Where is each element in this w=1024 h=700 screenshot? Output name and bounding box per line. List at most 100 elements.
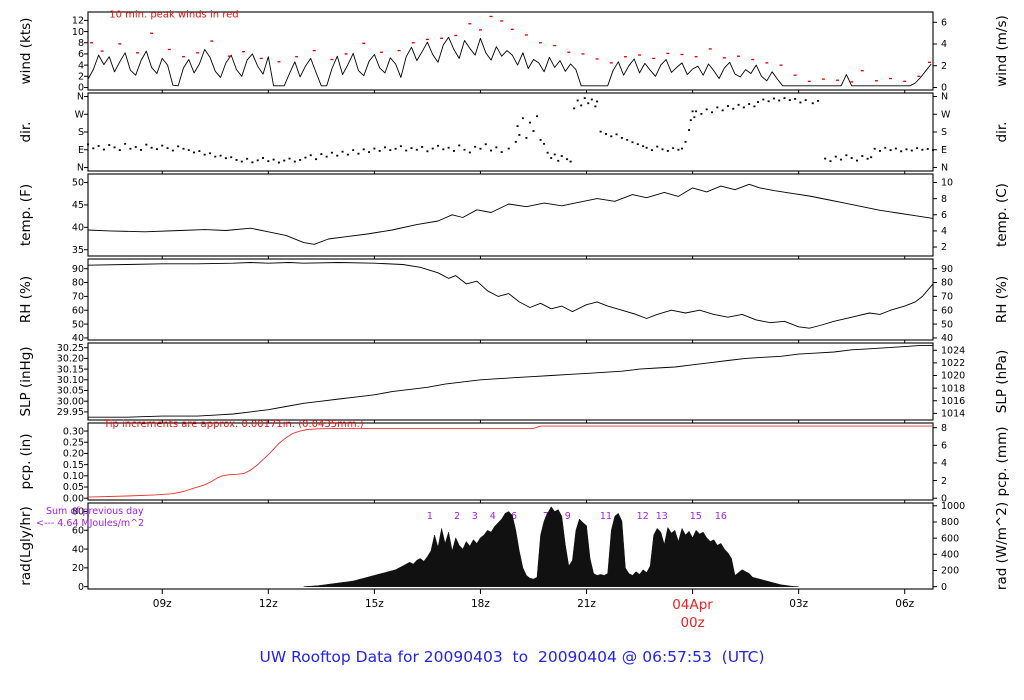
panel-frame bbox=[87, 92, 934, 172]
dir-dot bbox=[293, 160, 296, 163]
dir-dot bbox=[108, 144, 111, 146]
dir-dot bbox=[516, 125, 519, 127]
dir-dot bbox=[452, 150, 455, 152]
dir-dot bbox=[525, 137, 528, 139]
y-tick-label-left: 30.00 bbox=[57, 396, 84, 407]
dir-dot bbox=[716, 106, 719, 109]
x-tick-label: 21z bbox=[577, 598, 596, 610]
y-tick-label-right: 1000 bbox=[941, 501, 965, 512]
dir-dot bbox=[656, 145, 659, 148]
dir-dot bbox=[546, 151, 549, 154]
y-tick-label-right: N bbox=[941, 163, 948, 174]
dir-dot bbox=[410, 147, 413, 150]
dir-dot bbox=[309, 154, 312, 157]
y-tick-label-right: 4 bbox=[941, 226, 947, 237]
dir-dot bbox=[772, 97, 775, 100]
wind-dot bbox=[917, 75, 921, 77]
y-tick-label-right: 10 bbox=[941, 178, 953, 189]
dir-dot bbox=[219, 154, 222, 157]
dir-dot bbox=[272, 158, 275, 161]
y-tick-label-right: 2 bbox=[941, 476, 947, 487]
dir-dot bbox=[693, 116, 696, 119]
x-tick-label: 03z bbox=[789, 598, 808, 610]
dir-dot bbox=[532, 130, 535, 132]
wind-dot bbox=[181, 56, 185, 58]
dir-dot bbox=[721, 109, 724, 112]
axis-label-left: rad(Lgly/hr) bbox=[18, 506, 34, 585]
dir-dot bbox=[677, 148, 680, 151]
dir-dot bbox=[442, 148, 445, 151]
dir-dot bbox=[767, 100, 770, 103]
wind-dot bbox=[100, 50, 104, 52]
dir-dot bbox=[788, 99, 791, 101]
dir-dot bbox=[346, 153, 349, 156]
dir-dot bbox=[550, 157, 553, 159]
y-tick-label-left: 45 bbox=[72, 200, 84, 211]
y-tick-label-right: 60 bbox=[941, 305, 953, 316]
dir-dot bbox=[689, 119, 692, 122]
y-tick-label-right: 8 bbox=[941, 423, 947, 434]
dir-dot bbox=[636, 143, 639, 146]
dir-dot bbox=[926, 148, 929, 150]
y-tick-label-left: 12 bbox=[72, 16, 84, 27]
dir-dot bbox=[732, 107, 735, 110]
y-tick-label-left: 0.15 bbox=[63, 460, 84, 471]
dir-dot bbox=[553, 153, 556, 156]
dir-dot bbox=[726, 105, 729, 107]
dir-dot bbox=[560, 155, 563, 157]
dir-dot bbox=[97, 145, 100, 147]
wind-dot bbox=[539, 42, 543, 44]
wind-dot bbox=[196, 52, 200, 54]
y-tick-label-right: 50 bbox=[941, 319, 953, 330]
wind-dot bbox=[454, 34, 458, 37]
y-tick-label-right: 1018 bbox=[941, 383, 965, 394]
y-tick-label-right: W bbox=[941, 109, 951, 120]
panel-frame bbox=[87, 342, 934, 421]
dir-dot bbox=[256, 159, 259, 162]
x-tick-label: 15z bbox=[365, 598, 384, 610]
y-tick-label-left: 0 bbox=[78, 83, 84, 94]
wind-dot bbox=[118, 43, 122, 45]
panel-annotation: 3 bbox=[472, 511, 478, 522]
dir-dot bbox=[283, 159, 286, 162]
dir-dot bbox=[187, 149, 190, 152]
dir-dot bbox=[762, 98, 765, 101]
dir-dot bbox=[834, 155, 837, 158]
dir-dot bbox=[362, 148, 365, 151]
dir-dot bbox=[484, 143, 487, 146]
dir-dot bbox=[916, 147, 919, 150]
dir-dot bbox=[474, 145, 477, 148]
panel-temp: 35 40 45 50 2 4 6 8 10 temp. (F) temp. (C) bbox=[18, 173, 1010, 259]
dir-dot bbox=[645, 146, 648, 149]
dir-dot bbox=[145, 143, 148, 146]
panel-frame bbox=[87, 173, 934, 257]
dir-dot bbox=[804, 99, 807, 101]
dir-dot bbox=[463, 148, 466, 151]
dir-dot bbox=[672, 147, 675, 150]
dir-dot bbox=[594, 105, 597, 108]
wind-dot bbox=[242, 51, 246, 53]
dir-dot bbox=[267, 160, 270, 163]
dir-dot bbox=[288, 157, 291, 160]
dir-dot bbox=[87, 143, 89, 146]
wind-dot bbox=[581, 53, 585, 55]
dir-dot bbox=[573, 107, 576, 110]
dir-dot bbox=[604, 133, 607, 135]
dir-dot bbox=[695, 110, 698, 113]
dir-dot bbox=[691, 110, 694, 113]
dir-dot bbox=[894, 147, 897, 150]
y-tick-label-left: 30.10 bbox=[57, 375, 84, 386]
x-tick-label: 06z bbox=[895, 598, 914, 610]
y-tick-label-left: 35 bbox=[72, 245, 84, 256]
dir-dot bbox=[262, 157, 265, 159]
wind-dot bbox=[210, 40, 214, 42]
panel-annotation: Sum of previous day bbox=[46, 506, 144, 517]
y-tick-label-left: 0.20 bbox=[63, 449, 84, 460]
y-tick-label-right: 90 bbox=[941, 264, 953, 275]
dir-dot bbox=[587, 102, 590, 105]
wind-dot bbox=[567, 51, 571, 53]
dir-dot bbox=[855, 159, 858, 162]
dir-dot bbox=[845, 154, 848, 157]
